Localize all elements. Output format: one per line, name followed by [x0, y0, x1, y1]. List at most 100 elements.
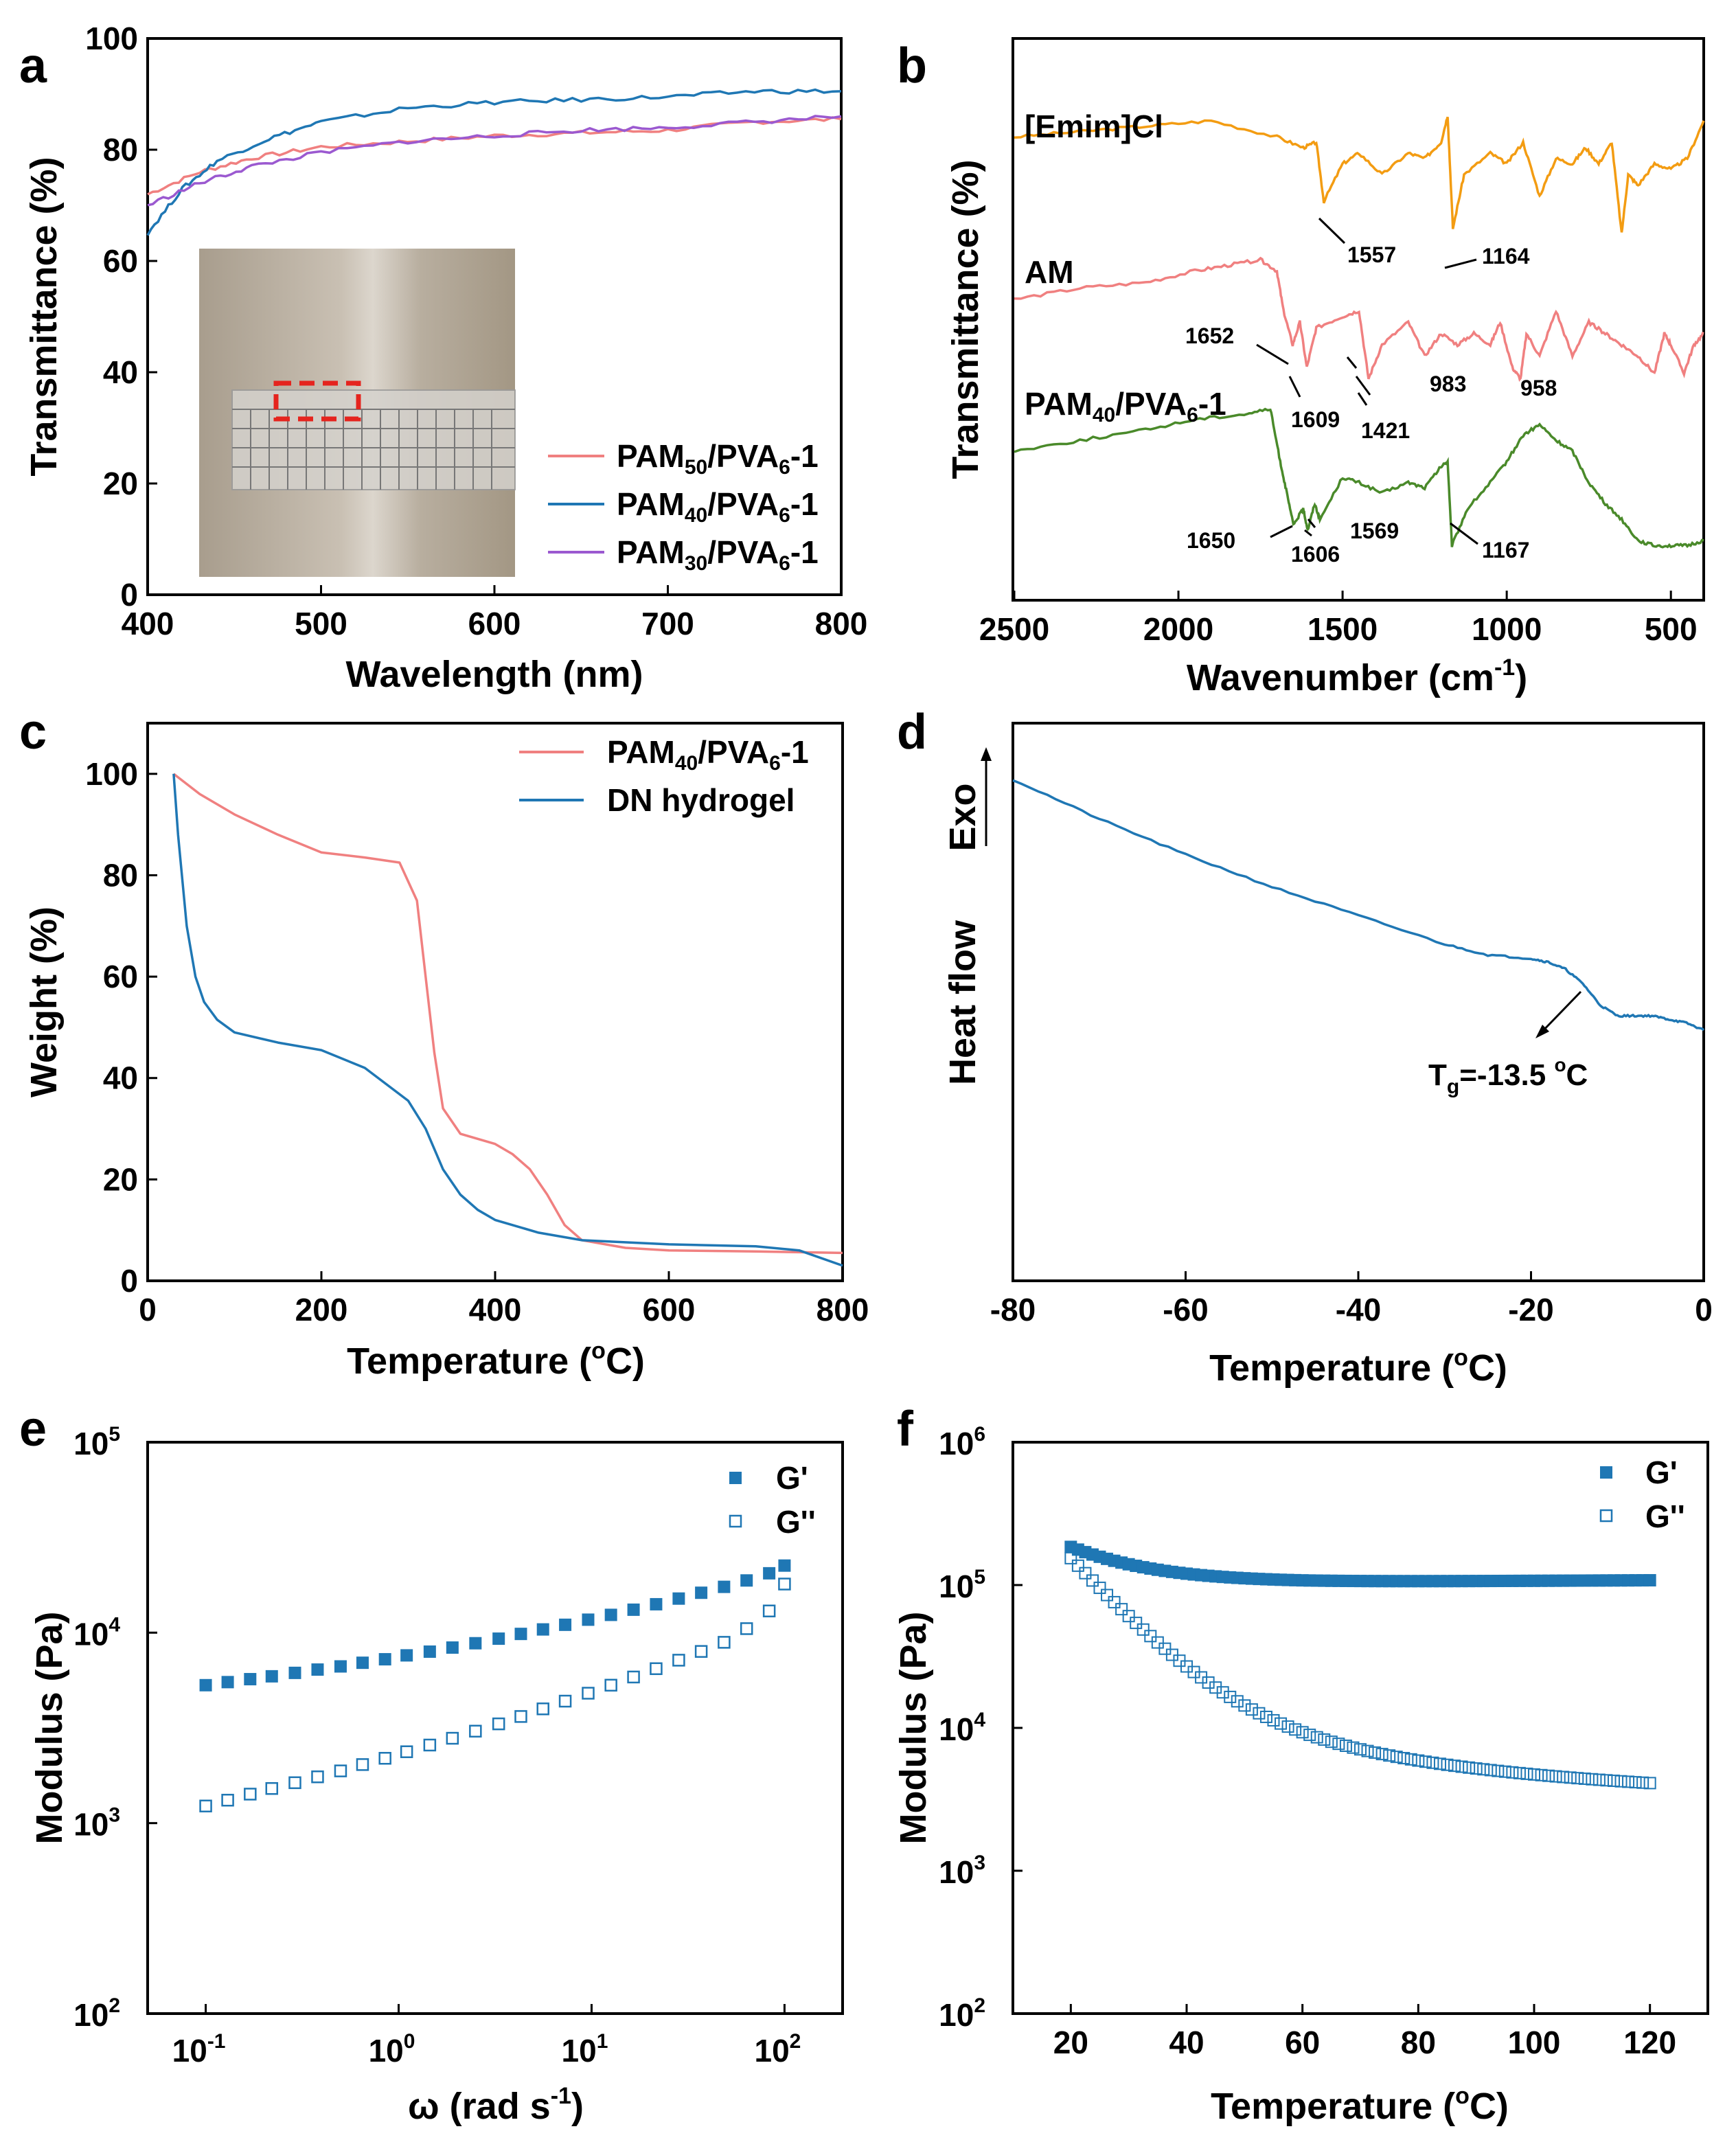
ytick-label-a-3: 60 [103, 243, 138, 279]
panel-e: e 10-1 100 101 102 102 103 104 105 G' G'' ω (ra… [19, 1402, 844, 2127]
series-e-1-pt-9 [400, 1745, 413, 1758]
series-e-1-pt-14 [514, 1710, 527, 1723]
series-f-1-pt-44 [1383, 1749, 1396, 1762]
series-e-1-pt-7 [356, 1758, 369, 1771]
panel-letter-c: c [19, 705, 47, 760]
xtick-label-c-3: 600 [643, 1292, 696, 1328]
series-e-0-pt-0 [199, 1678, 212, 1691]
series-f-1-pt-66 [1542, 1769, 1555, 1782]
series-f-1-pt-50 [1426, 1756, 1439, 1769]
series-f [1064, 1540, 1656, 1790]
series-e-0-pt-4 [288, 1666, 301, 1679]
xtick-label-c-1: 200 [295, 1292, 348, 1328]
series-a-line-2 [147, 115, 842, 207]
peak-label-1609: 1609 [1291, 407, 1340, 432]
series-e-0-pt-2 [244, 1673, 257, 1686]
ticks-e: 10-1 100 101 102 102 103 104 105 [73, 1423, 801, 2069]
peak-label-1167: 1167 [1482, 538, 1529, 562]
series-e-0-pt-10 [423, 1645, 436, 1658]
series-e-1-pt-5 [311, 1770, 324, 1784]
series-f-1-pt-35 [1318, 1733, 1331, 1746]
series-f-1-pt-32 [1296, 1726, 1309, 1739]
series-e-1-pt-16 [558, 1694, 572, 1708]
ytick-label-f-3: 105 [939, 1566, 985, 1604]
series-f-1-pt-46 [1397, 1752, 1410, 1765]
xtick-label-f-1: 40 [1169, 2025, 1204, 2060]
exo-label: Exo [942, 783, 983, 851]
series-f-1-pt-65 [1535, 1768, 1548, 1781]
ytick-label-e-1: 103 [73, 1804, 120, 1843]
legend-a: PAM50/PVA6-1 PAM40/PVA6-1 PAM30/PVA6-1 [548, 438, 819, 575]
legend-e-marker-0 [729, 1472, 742, 1484]
plot-frame-d [1012, 722, 1705, 1282]
legend-f: G' G'' [1599, 1455, 1685, 1534]
ytick-label-c-1: 20 [103, 1161, 138, 1197]
series-e-0-pt-5 [311, 1663, 324, 1676]
series-f-1-pt-76 [1614, 1775, 1628, 1788]
ylabel-f: Modulus (Pa) [893, 1612, 934, 1845]
series-e-1-pt-21 [672, 1654, 685, 1667]
peak-label-958: 958 [1520, 376, 1557, 400]
xtick-label-a-3: 700 [641, 606, 694, 641]
series-e-1-pt-4 [288, 1776, 301, 1790]
xtick-label-b-1: 2000 [1143, 611, 1213, 647]
series-d [1012, 779, 1705, 1032]
series-e-1-pt-12 [469, 1724, 482, 1738]
series-c-line-1 [172, 773, 843, 1267]
series-e-0-pt-20 [650, 1597, 663, 1610]
series-b-line-1 [1014, 256, 1704, 383]
legend-f-label-1: G'' [1645, 1499, 1685, 1534]
ticks-a: 400 500 600 700 800 0 20 40 60 80 100 [85, 21, 867, 641]
legend-c-label-0: PAM40/PVA6-1 [607, 734, 809, 775]
series-e-1-pt-8 [378, 1752, 391, 1765]
ytick-label-c-0: 0 [120, 1263, 138, 1299]
peak-label-1557: 1557 [1347, 242, 1396, 267]
ytick-label-e-2: 104 [73, 1613, 120, 1652]
ytick-label-a-5: 100 [85, 21, 138, 56]
curve-label-am: AM [1025, 254, 1074, 290]
series-f-1-pt-1 [1071, 1559, 1084, 1572]
series-f-1-pt-43 [1375, 1748, 1389, 1761]
series-c [172, 773, 843, 1267]
series-b [1014, 116, 1705, 549]
xtick-label-f-3: 80 [1401, 2025, 1436, 2060]
series-f-1-pt-69 [1564, 1771, 1577, 1784]
series-b-line-0 [1014, 116, 1705, 233]
peak-label-1650: 1650 [1187, 528, 1235, 553]
series-f-1-pt-12 [1151, 1636, 1164, 1649]
series-f-1-pt-57 [1477, 1763, 1490, 1776]
xtick-label-a-2: 600 [468, 606, 521, 641]
series-f-1-pt-38 [1339, 1740, 1352, 1753]
ytick-label-c-2: 40 [103, 1060, 138, 1096]
series-f-1-pt-58 [1484, 1764, 1497, 1777]
series-f-1-pt-55 [1463, 1761, 1476, 1774]
series-e-1-pt-1 [221, 1793, 234, 1807]
xlabel-c: Temperature (oC) [347, 1338, 645, 1382]
xlabel-f: Temperature (oC) [1211, 2083, 1509, 2127]
series-f-1-pt-30 [1281, 1720, 1294, 1733]
curve-label-emim: [Emim]Cl [1025, 109, 1163, 144]
ytick-label-e-3: 105 [73, 1423, 120, 1461]
xtick-label-d-4: 0 [1695, 1292, 1713, 1328]
xtick-label-c-4: 800 [816, 1292, 869, 1328]
series-f-1-pt-25 [1245, 1703, 1258, 1716]
ytick-label-f-1: 103 [939, 1852, 985, 1890]
ytick-label-f-2: 104 [939, 1709, 985, 1747]
series-f-1-pt-42 [1369, 1746, 1382, 1759]
legend-c-label-1: DN hydrogel [607, 782, 795, 818]
series-f-1-pt-20 [1209, 1681, 1222, 1694]
series-f-1-pt-51 [1433, 1757, 1446, 1770]
xtick-label-f-5: 120 [1623, 2025, 1676, 2060]
series-d-line-0 [1012, 779, 1705, 1032]
series-a-line-1 [146, 88, 842, 236]
ytick-label-a-0: 0 [120, 577, 138, 613]
peak-label-1606: 1606 [1291, 542, 1340, 567]
series-f-1-pt-21 [1216, 1686, 1229, 1699]
series-f-1-pt-64 [1528, 1768, 1540, 1781]
peak-label-1164: 1164 [1482, 244, 1530, 269]
series-e-1-pt-19 [627, 1670, 640, 1684]
series-f-1-pt-78 [1629, 1776, 1642, 1789]
peak-label-1652: 1652 [1185, 323, 1234, 348]
series-e-0-pt-3 [265, 1670, 278, 1683]
ticks-d: -80 -60 -40 -20 0 [990, 1271, 1713, 1328]
